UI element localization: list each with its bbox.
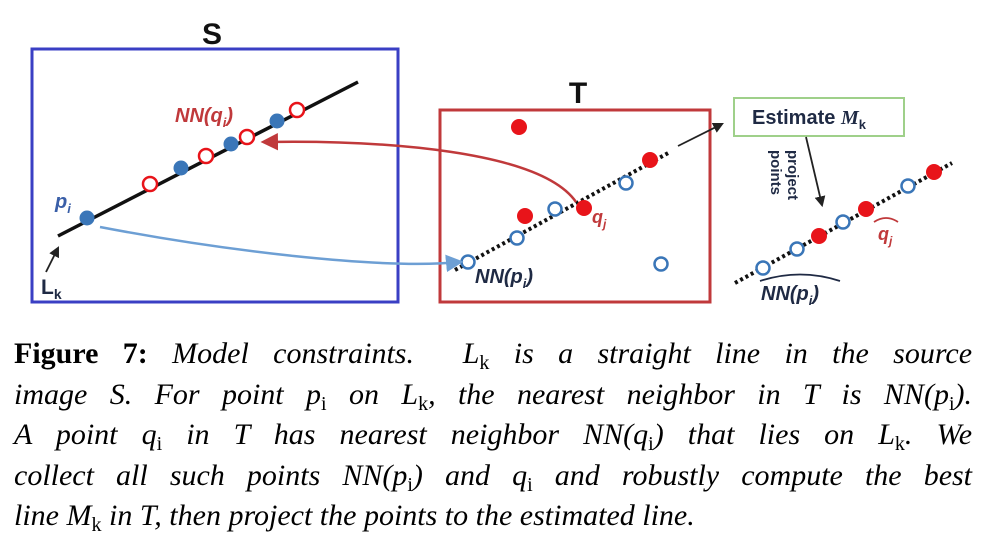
- target-panel-label: T: [569, 77, 587, 110]
- nn-q-label: NN(qi): [175, 105, 233, 130]
- source-point-open-red: [288, 101, 306, 119]
- caption-line-4: collect all such points NN(pi) and qi an…: [14, 458, 973, 496]
- source-point-open-red: [238, 128, 256, 146]
- source-point-blue: [79, 210, 95, 226]
- projected-point-red: [926, 164, 942, 180]
- target-point-open-blue: [547, 201, 563, 217]
- caption-line-3: A point qi in T has nearest neighbor NN(…: [14, 418, 973, 455]
- project-arrow: [805, 136, 826, 208]
- target-outlier-red: [511, 119, 527, 135]
- estimate-box: [733, 97, 905, 137]
- source-panel-label: S: [202, 18, 222, 51]
- source-point-blue: [269, 113, 285, 129]
- estimated-line: [734, 161, 953, 285]
- figure-label: Figure 7:: [14, 337, 148, 370]
- projected-point-open-blue: [789, 241, 805, 257]
- dotted-line-target: [454, 150, 671, 272]
- estimate-pointer-arrow: [677, 123, 724, 147]
- red-correspondence-arrow: [260, 133, 578, 203]
- target-panel: T qj NN(pi): [438, 77, 712, 304]
- target-outlier-open-blue: [653, 256, 669, 272]
- estimate-section: Estimate Mk projectpoints qj NN(pi): [733, 97, 953, 308]
- target-point-red: [517, 208, 533, 224]
- projected-point-red: [811, 228, 827, 244]
- q-hat-accent: [873, 217, 899, 223]
- source-point-open-red: [141, 175, 159, 193]
- source-panel: S pi NN(qi) Lk: [30, 18, 400, 304]
- nn-p-hat-label: NN(pi): [761, 283, 819, 308]
- caption-line-1: Figure 7: Model constraints. Lk is a str…: [14, 337, 973, 374]
- point-p-label: pi: [54, 191, 71, 216]
- q-hat-label: qj: [878, 224, 893, 248]
- source-point-blue: [173, 160, 189, 176]
- projected-point-open-blue: [835, 214, 851, 230]
- caption-line-5: line Mk in T, then project the points to…: [14, 499, 695, 536]
- estimate-label: Estimate Mk: [752, 107, 867, 132]
- projected-point-open-blue: [755, 260, 771, 276]
- target-frame: [438, 108, 712, 304]
- target-point-red: [642, 152, 658, 168]
- target-point-open-blue: [460, 254, 476, 270]
- project-label: projectpoints: [767, 150, 801, 200]
- nn-p-hat-accent: [759, 273, 841, 282]
- projected-point-open-blue: [900, 178, 916, 194]
- model-constraints-diagram: S pi NN(qi) Lk T qj NN(pi): [30, 18, 953, 308]
- projected-point-red: [858, 201, 874, 217]
- point-q-label: qj: [592, 207, 607, 231]
- blue-correspondence-arrow: [99, 225, 464, 273]
- line-lk-label: Lk: [41, 276, 62, 302]
- figure-caption: Figure 7: Model constraints. Lk is a str…: [14, 334, 972, 537]
- target-point-open-blue: [509, 230, 525, 246]
- source-point-open-red: [197, 147, 215, 165]
- nn-p-label: NN(pi): [475, 266, 533, 291]
- source-frame: [30, 47, 400, 304]
- caption-line-2: image S. For point pi on Lk, the nearest…: [14, 377, 972, 415]
- lk-pointer-arrow: [45, 246, 59, 273]
- target-point-q: [576, 200, 592, 216]
- source-point-blue: [223, 136, 239, 152]
- target-point-open-blue: [618, 175, 634, 191]
